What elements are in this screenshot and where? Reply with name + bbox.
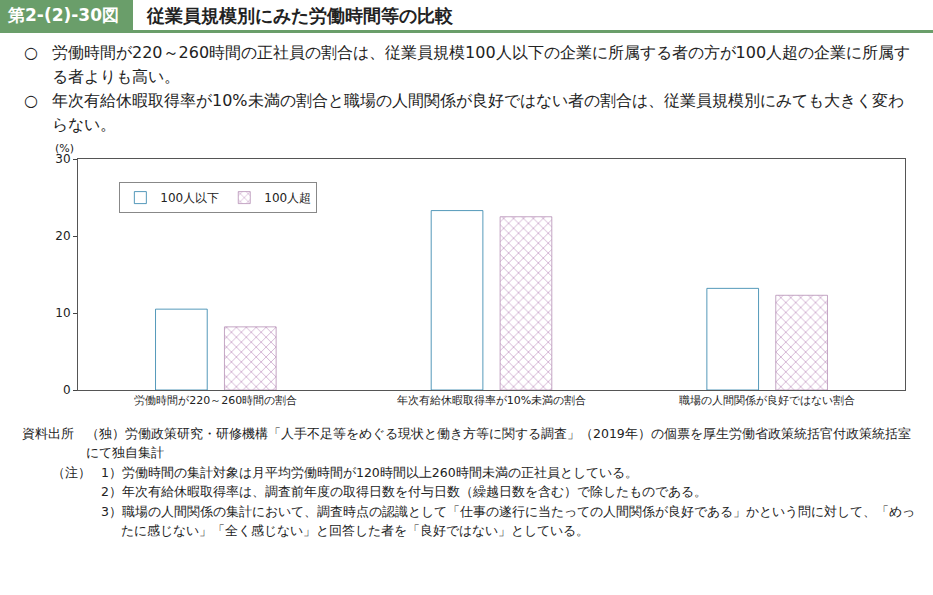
html-text:従業員規模別にみた労働時間等の比較: 従業員規模別にみた労働時間等の比較: [147, 5, 453, 26]
html-text:（注）: （注）: [52, 464, 91, 480]
html-text:年次有給休暇取得率が10%未満の割合と職場の人間関係が良好で: 年次有給休暇取得率が10%未満の割合と職場の人間関係が良好ではない者の割合は、従…: [52, 91, 904, 134]
html-text:第2-(2)-30図: 第2-(2)-30図: [8, 5, 119, 25]
html-text:2）年次有給休暇取得率は、調査前年度の取得日数を付与日数（繰: 2）年次有給休暇取得率は、調査前年度の取得日数を付与日数（繰越日数を含む）で除し…: [101, 484, 707, 500]
svg-text:0: 0: [63, 383, 71, 397]
html-text:3）職場の人間関係の集計において、調査時点の認識として「仕事: 3）職場の人間関係の集計において、調査時点の認識として「仕事の遂行に当たっての人…: [101, 503, 915, 538]
svg-text:30: 30: [55, 152, 70, 166]
html-text:（独）労働政策研究・研修機構「人手不足等をめぐる現状と働き方: （独）労働政策研究・研修機構「人手不足等をめぐる現状と働き方等に関する調査」（2…: [86, 426, 911, 461]
svg-text:10: 10: [55, 306, 70, 320]
svg-text:20: 20: [55, 229, 70, 243]
svg-text:100人超: 100人超: [264, 191, 311, 205]
svg-text:100人以下: 100人以下: [160, 191, 219, 205]
svg-text:労働時間が220～260時間の割合: 労働時間が220～260時間の割合: [134, 394, 297, 407]
svg-text:職場の人間関係が良好ではない割合: 職場の人間関係が良好ではない割合: [679, 394, 855, 407]
html-text:労働時間が220～260時間の正社員の割合は、従業員規模10: 労働時間が220～260時間の正社員の割合は、従業員規模100人以下の企業に所属…: [52, 43, 911, 86]
html-text:資料出所: 資料出所: [22, 426, 74, 441]
html-text:1）労働時間の集計対象は月平均労働時間が120時間以上260: 1）労働時間の集計対象は月平均労働時間が120時間以上260時間未満の正社員とし…: [101, 464, 638, 480]
svg-text:(%): (%): [55, 142, 74, 155]
svg-text:年次有給休暇取得率が10%未満の割合: 年次有給休暇取得率が10%未満の割合: [397, 394, 586, 407]
